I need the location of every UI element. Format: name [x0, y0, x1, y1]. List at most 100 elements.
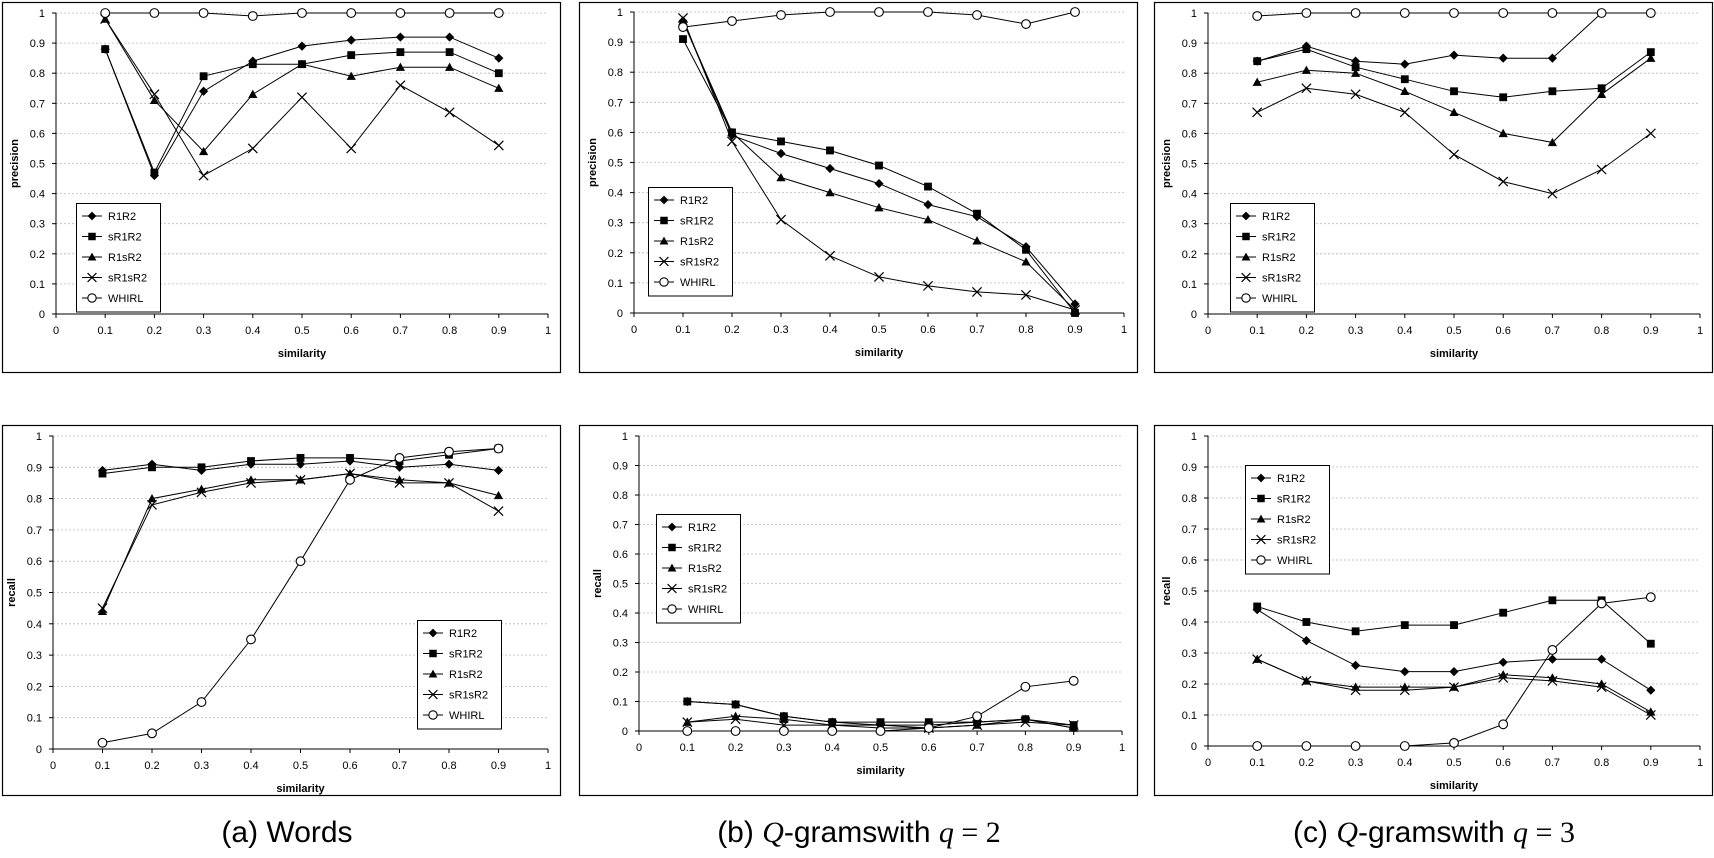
- data-point: [1645, 128, 1656, 139]
- x-tick-label: 0.6: [1496, 325, 1511, 337]
- legend-marker: [1256, 473, 1266, 483]
- legend-label: WHIRL: [1262, 293, 1297, 305]
- data-point: [445, 48, 454, 57]
- data-point: [1351, 627, 1360, 636]
- data-point: [1596, 598, 1607, 609]
- data-point: [1022, 245, 1030, 254]
- data-point: [1399, 107, 1410, 118]
- legend: R1R2 sR1R2 R1sR2 sR1sR2 WHIRL: [1230, 203, 1315, 313]
- x-tick-label: 0.1: [680, 742, 695, 754]
- y-tick-label: 0.3: [613, 638, 628, 650]
- data-point: [149, 95, 159, 104]
- data-point: [1351, 63, 1360, 72]
- legend-label: sR1R2: [1262, 232, 1296, 244]
- data-point: [1597, 654, 1607, 664]
- legend: R1R2 sR1R2 R1sR2 sR1sR2 WHIRL: [417, 620, 502, 730]
- data-point: [1548, 87, 1557, 96]
- data-point: [347, 51, 356, 60]
- data-point: [444, 459, 454, 469]
- legend: R1R2 sR1R2 R1sR2 sR1sR2 WHIRL: [648, 187, 733, 297]
- x-tick-label: 0.6: [920, 324, 935, 336]
- data-point: [1450, 621, 1458, 630]
- data-point: [1499, 93, 1508, 102]
- data-point: [1449, 737, 1459, 748]
- legend-marker: [1256, 514, 1266, 523]
- y-tick-label: 0.3: [1182, 648, 1197, 660]
- data-point: [445, 32, 455, 42]
- x-tick-label: 0.7: [393, 325, 408, 337]
- series-WHIRL: [97, 443, 504, 748]
- chart-6: 0 0.1 0.2 0.3 0.4 0.5 0.6 0.7 0.8 0.9 1 0 0.1 0.2 0.3 0…: [1153, 424, 1714, 797]
- y-tick-label: 0.5: [1182, 586, 1197, 598]
- data-point: [1350, 741, 1361, 751]
- legend-label: R1R2: [688, 522, 716, 534]
- chart-4: 0 0.1 0.2 0.3 0.4 0.5 0.6 0.7 0.8 0.9 1 0 0.1 0.2 0.3 0…: [1, 424, 562, 797]
- y-tick-label: 0: [617, 308, 623, 320]
- chart-5: 0 0.1 0.2 0.3 0.4 0.5 0.6 0.7 0.8 0.9 1 0 0.1 0.2 0.3 0…: [578, 424, 1139, 797]
- data-point: [727, 127, 737, 137]
- x-tick-label: 0.6: [921, 742, 936, 754]
- data-point: [731, 711, 741, 720]
- x-tick-label: 0.9: [1066, 742, 1081, 754]
- x-axis-label: similarity: [278, 348, 327, 360]
- y-tick-label: 0.8: [1182, 493, 1197, 505]
- legend: R1R2 sR1R2 R1sR2 sR1sR2 WHIRL: [1245, 465, 1330, 575]
- x-tick-label: 0.3: [194, 760, 209, 772]
- data-point: [875, 726, 886, 736]
- data-point: [150, 168, 159, 177]
- x-axis-label: similarity: [1430, 780, 1479, 792]
- x-tick-label: 0: [631, 324, 637, 336]
- legend-marker: [659, 256, 669, 267]
- y-tick-label: 0.7: [1182, 98, 1197, 110]
- data-point: [1020, 717, 1031, 728]
- y-tick-label: 0.9: [27, 462, 42, 474]
- y-tick-label: 0.8: [1182, 68, 1197, 80]
- data-point: [1021, 19, 1031, 29]
- y-tick-label: 0.5: [608, 158, 623, 170]
- caption-c: (c) Q-gramswith q = 3: [1293, 816, 1575, 849]
- data-point: [198, 170, 209, 181]
- data-point: [1020, 714, 1030, 723]
- data-point: [1498, 657, 1508, 667]
- data-point: [1252, 77, 1262, 86]
- legend-label: sR1sR2: [1277, 535, 1316, 547]
- data-point: [97, 737, 108, 748]
- y-tick-label: 0.4: [27, 619, 42, 631]
- data-point: [395, 8, 406, 18]
- y-tick-label: 0.6: [30, 128, 45, 140]
- x-tick-label: 0.3: [1348, 325, 1363, 337]
- data-point: [1498, 719, 1509, 730]
- legend-label: sR1R2: [688, 543, 722, 555]
- data-point: [1547, 654, 1557, 664]
- x-tick-label: 0.7: [392, 760, 407, 772]
- data-point: [493, 506, 504, 517]
- legend-label: sR1sR2: [449, 690, 488, 702]
- data-point: [1021, 257, 1031, 266]
- data-point: [1070, 7, 1080, 17]
- data-point: [346, 71, 356, 80]
- caption-part: -gramswith: [784, 816, 939, 849]
- data-point: [149, 8, 160, 18]
- data-point: [923, 215, 933, 224]
- series-WHIRL: [682, 675, 1079, 736]
- x-axis-label: similarity: [276, 783, 325, 795]
- legend-marker: [659, 236, 669, 245]
- y-tick-label: 0.9: [613, 461, 628, 473]
- data-point: [1399, 685, 1410, 696]
- data-point: [1646, 639, 1655, 648]
- caption-part: q: [939, 816, 954, 849]
- x-axis-label: similarity: [1430, 348, 1479, 360]
- x-tick-label: 0: [50, 760, 56, 772]
- data-point: [443, 477, 455, 488]
- x-tick-label: 0.4: [1397, 757, 1412, 769]
- legend-marker: [87, 293, 97, 303]
- caption-part: Q: [762, 816, 784, 849]
- y-tick-label: 0.3: [608, 218, 623, 230]
- data-point: [295, 556, 306, 567]
- data-point: [1548, 596, 1557, 605]
- x-tick-label: 0.3: [773, 324, 788, 336]
- series-R1sR2: [1252, 53, 1656, 147]
- x-tick-label: 0.9: [1643, 325, 1658, 337]
- data-point: [245, 477, 257, 488]
- y-tick-label: 0.8: [27, 494, 42, 506]
